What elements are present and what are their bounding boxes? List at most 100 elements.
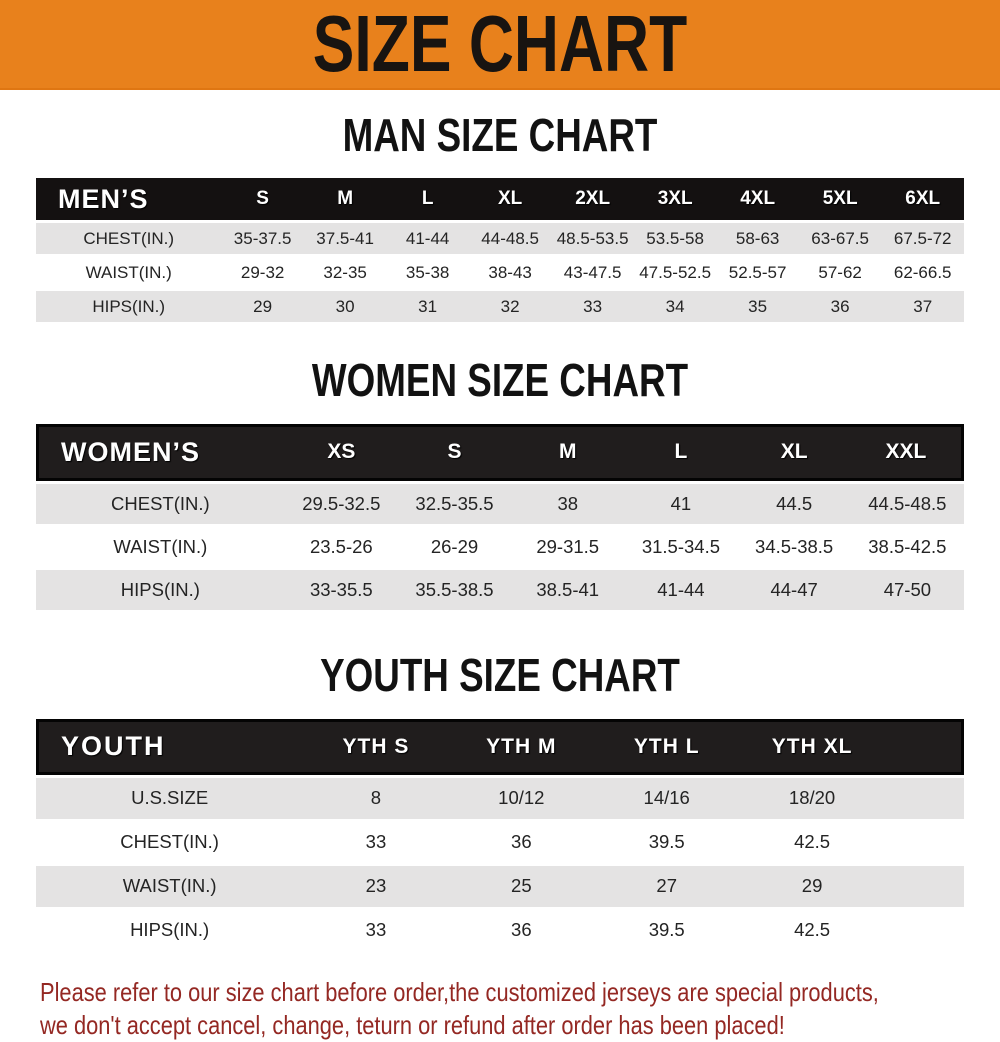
table-row: WAIST(IN.) 29-32 32-35 35-38 38-43 43-47.5 47.… — [36, 257, 964, 289]
table-row: HIPS(IN.) 29 30 31 32 33 34 35 36 37 — [36, 291, 964, 323]
size-value-cell: 42.5 — [794, 919, 831, 941]
size-value-cell: 53.5-58 — [646, 228, 704, 248]
header-row: YOUTH YTH S YTH M YTH L YTH XL — [36, 718, 964, 775]
size-value-cell: 18/20 — [788, 787, 836, 809]
disclaimer-line-1: Please refer to our size chart before or… — [40, 976, 879, 1007]
size-column-header: XXL — [850, 423, 964, 481]
size-value-cell: 37.5-41 — [316, 228, 374, 248]
size-value-cell: 37 — [913, 296, 933, 316]
women-section: WOMEN SIZE CHART WOMEN’S XS S M L XL XXL CHEST(… — [0, 356, 1000, 612]
size-column-header: XS — [284, 423, 398, 481]
size-value-cell: 14/16 — [643, 787, 690, 809]
size-column-header: YTH L — [594, 718, 740, 775]
table-row: CHEST(IN.) 29.5-32.5 32.5-35.5 38 41 44.5 44.5… — [36, 483, 964, 524]
size-value-cell: 29-32 — [240, 262, 285, 282]
table-corner-label: YOUTH — [36, 718, 304, 775]
size-value-cell: 31.5-34.5 — [641, 535, 721, 557]
header-row: WOMEN’S XS S M L XL XXL — [36, 423, 964, 481]
size-value-cell: 63-67.5 — [811, 228, 869, 248]
disclaimer-line-2: we don't accept cancel, change, teturn o… — [40, 1009, 785, 1040]
disclaimer: Please refer to our size chart before or… — [40, 976, 1000, 1042]
size-value-cell: 41-44 — [405, 228, 450, 248]
size-value-cell: 33 — [365, 831, 387, 853]
size-value-cell: 34 — [665, 296, 685, 316]
size-value-cell: 52.5-57 — [728, 262, 787, 282]
spacer-cell — [885, 910, 964, 951]
table-row: HIPS(IN.) 33 36 39.5 42.5 — [36, 909, 964, 951]
row-label: WAIST(IN.) — [85, 262, 172, 282]
size-value-cell: 44.5-48.5 — [868, 492, 947, 514]
row-label: HIPS(IN.) — [120, 578, 200, 600]
size-value-cell: 41 — [670, 492, 692, 514]
size-column-header: XL — [737, 423, 851, 481]
size-value-cell: 32.5-35.5 — [415, 492, 494, 514]
row-label: U.S.SIZE — [131, 787, 209, 809]
size-value-cell: 29 — [801, 875, 823, 897]
size-value-cell: 35-38 — [405, 262, 450, 282]
size-value-cell: 34.5-38.5 — [755, 535, 834, 557]
size-value-cell: 67.5-72 — [893, 228, 952, 248]
row-label: WAIST(IN.) — [122, 875, 217, 897]
size-value-cell: 23 — [365, 875, 387, 897]
size-value-cell: 41-44 — [657, 578, 705, 600]
size-value-cell: 36 — [511, 919, 532, 941]
size-value-cell: 39.5 — [648, 919, 685, 941]
size-value-cell: 10/12 — [498, 787, 545, 809]
size-column-header: YTH M — [448, 718, 595, 775]
size-value-cell: 44.5 — [776, 492, 813, 514]
spacer-cell — [884, 718, 964, 775]
size-value-cell: 44-48.5 — [481, 228, 539, 248]
size-value-cell: 48.5-53.5 — [556, 228, 629, 248]
table-corner-label: WOMEN’S — [36, 423, 285, 481]
size-column-header: M — [303, 178, 387, 221]
row-label: HIPS(IN.) — [130, 919, 210, 941]
table-row: U.S.SIZE 8 10/12 14/16 18/20 — [36, 777, 964, 819]
size-column-header: YTH S — [303, 718, 449, 775]
size-value-cell: 35.5-38.5 — [415, 578, 494, 600]
size-value-cell: 36 — [511, 831, 532, 853]
size-value-cell: 32 — [500, 296, 520, 316]
size-value-cell: 47-50 — [883, 578, 932, 600]
size-column-header: L — [386, 178, 469, 221]
size-value-cell: 23.5-26 — [309, 535, 373, 557]
size-value-cell: 8 — [370, 787, 382, 809]
men-section: MAN SIZE CHART MEN’S S M L XL 2XL 3XL 4XL 5XL 6XL… — [0, 111, 1000, 325]
size-value-cell: 33 — [365, 919, 387, 941]
size-value-cell: 57-62 — [818, 262, 862, 282]
size-value-cell: 38.5-41 — [536, 578, 600, 600]
spacer-cell — [885, 778, 964, 819]
youth-size-table: YOUTH YTH S YTH M YTH L YTH XL U.S.SIZE 8 10/12… — [36, 716, 964, 954]
row-label: HIPS(IN.) — [92, 296, 166, 316]
men-section-heading: MAN SIZE CHART — [342, 109, 658, 161]
youth-section-heading: YOUTH SIZE CHART — [320, 648, 680, 701]
size-value-cell: 33-35.5 — [309, 578, 373, 600]
size-value-cell: 31 — [418, 296, 438, 316]
women-section-heading: WOMEN SIZE CHART — [311, 354, 689, 407]
size-value-cell: 36 — [830, 296, 850, 316]
size-value-cell: 27 — [656, 875, 677, 897]
banner: SIZE CHART — [0, 0, 1000, 90]
size-column-header: 2XL — [551, 178, 634, 221]
spacer-cell — [885, 822, 964, 863]
table-row: CHEST(IN.) 35-37.5 37.5-41 41-44 44-48.5 48.5… — [36, 223, 964, 255]
spacer-cell — [885, 866, 964, 907]
size-column-header: L — [624, 423, 738, 481]
size-value-cell: 47.5-52.5 — [639, 262, 712, 282]
size-column-header: 6XL — [881, 178, 964, 221]
size-value-cell: 43-47.5 — [563, 262, 622, 282]
size-value-cell: 62-66.5 — [893, 262, 952, 282]
header-row: MEN’S S M L XL 2XL 3XL 4XL 5XL 6XL — [36, 178, 964, 221]
size-value-cell: 29-31.5 — [536, 535, 600, 557]
size-value-cell: 38 — [557, 492, 579, 514]
table-row: WAIST(IN.) 23.5-26 26-29 29-31.5 31.5-34.5 34… — [36, 526, 964, 567]
size-value-cell: 58-63 — [735, 228, 780, 248]
women-size-table: WOMEN’S XS S M L XL XXL CHEST(IN.) 29.5-32.5 32.5… — [36, 421, 964, 613]
size-column-header: YTH XL — [739, 718, 885, 775]
size-column-header: S — [397, 423, 512, 481]
size-column-header: 3XL — [633, 178, 717, 221]
row-label: CHEST(IN.) — [111, 492, 210, 514]
row-label: CHEST(IN.) — [120, 831, 219, 853]
size-column-header: XL — [468, 178, 552, 221]
youth-section: YOUTH SIZE CHART YOUTH YTH S YTH M YTH L YTH… — [0, 648, 1000, 954]
